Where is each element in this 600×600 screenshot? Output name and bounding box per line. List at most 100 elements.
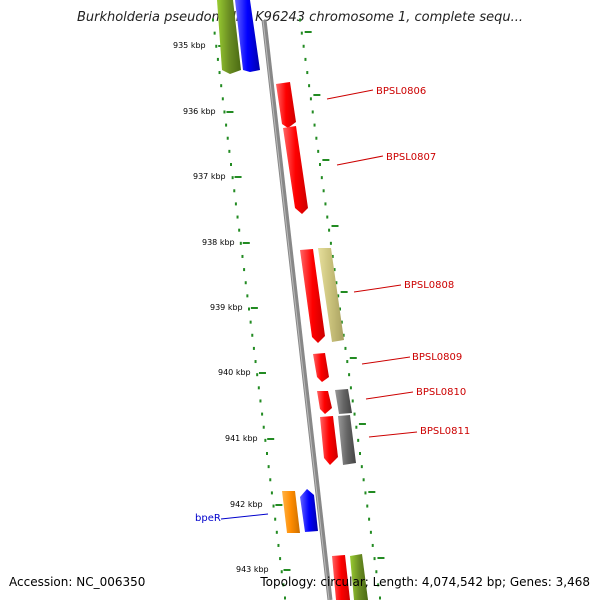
rail-dot (309, 97, 312, 101)
tick-label: 943 kbp (236, 565, 269, 574)
gene-label-group: BPSL0806 BPSL0807 BPSL0808 BPSL0809 BPSL… (195, 86, 470, 524)
rail-dot (270, 491, 273, 495)
gene-bpsl0811-red[interactable] (320, 416, 338, 465)
tick-dash (250, 307, 258, 309)
rail-dot (349, 386, 352, 390)
tick-label: 936 kbp (183, 107, 216, 116)
tick-dash (349, 357, 357, 359)
tick-dash (358, 423, 366, 425)
gene-bpsl0809[interactable] (313, 353, 329, 382)
rail-dot (333, 268, 336, 272)
tick-dash (275, 504, 283, 506)
gene-bpsl0811-gray[interactable] (338, 415, 356, 465)
tick-dash (331, 225, 339, 227)
rail-dot (364, 491, 367, 495)
tick-dash (377, 557, 385, 559)
gene-bpsl0807[interactable] (283, 126, 308, 214)
tick-dash (313, 94, 321, 96)
rail-dot (359, 452, 361, 455)
rail-dot (304, 57, 307, 61)
map-title: Burkholderia pseudomallei K96243 chromos… (76, 10, 524, 25)
rail-dot (335, 281, 338, 285)
rail-dot (300, 31, 303, 35)
rail-dot (319, 163, 321, 166)
rail-dot (379, 596, 381, 600)
rail-dot (353, 412, 356, 416)
rail-dot (366, 504, 369, 508)
rail-dot (218, 71, 221, 75)
rail-dot (220, 84, 223, 88)
gene-bper-blue[interactable] (300, 489, 318, 532)
rail-dot (274, 517, 277, 521)
gene-label-bper[interactable]: bpeR (195, 513, 221, 524)
rail-dot (324, 202, 327, 206)
tick-dash (340, 291, 348, 293)
rail-dot (351, 399, 354, 403)
rail-dot (216, 57, 219, 61)
chromosome-backbone (261, 19, 333, 600)
accession-text: Accession: NC_006350 (9, 575, 146, 589)
gene-label-bpsl0807[interactable]: BPSL0807 (386, 152, 436, 163)
rail-dot (246, 294, 249, 298)
rail-dot (368, 517, 371, 521)
rail-dot (264, 438, 267, 442)
chromosome-backbone-highlight (262, 19, 330, 600)
rail-dot (261, 412, 264, 416)
rail-dot (340, 320, 343, 324)
rail-dot (223, 110, 226, 114)
rail-dot (275, 530, 278, 534)
gene-green-top[interactable] (217, 0, 241, 74)
rail-dot (277, 543, 280, 547)
gene-label-bpsl0808[interactable]: BPSL0808 (404, 280, 454, 291)
rail-dot (329, 241, 332, 245)
tick-label: 942 kbp (230, 500, 263, 509)
rail-dot (348, 373, 351, 377)
rail-dot (244, 281, 247, 285)
gene-bper-orange[interactable] (282, 491, 300, 533)
rail-dot (252, 346, 255, 350)
rail-dot (284, 596, 286, 600)
gene-label-bpsl0811[interactable]: BPSL0811 (420, 426, 470, 437)
rail-dot (302, 44, 305, 48)
tick-label: 941 kbp (225, 434, 258, 443)
tick-dash (283, 569, 291, 571)
tick-labels: 935 kbp 936 kbp 937 kbp 938 kbp 939 kbp … (173, 41, 269, 574)
rail-dot (279, 557, 282, 561)
rail-dot (266, 452, 268, 455)
rail-dot (272, 504, 275, 508)
gene-bpsl0810-red[interactable] (317, 391, 332, 414)
rail-dot (215, 44, 218, 48)
gene-label-bpsl0810[interactable]: BPSL0810 (416, 387, 466, 398)
rail-dot (238, 228, 241, 232)
tick-label: 937 kbp (193, 172, 226, 181)
rail-dot (315, 136, 318, 140)
rail-dot (326, 215, 329, 219)
gene-blue-top[interactable] (235, 0, 260, 72)
label-leaders (220, 89, 418, 520)
rail-dot (249, 320, 252, 324)
gene-bpsl0806[interactable] (276, 82, 296, 128)
rail-dot (228, 149, 231, 153)
rail-dot (239, 241, 242, 245)
rail-dot (313, 123, 316, 127)
tick-dash (267, 438, 275, 440)
gene-red-bottom[interactable] (332, 555, 350, 600)
rail-dot (269, 478, 272, 482)
gene-green-bottom[interactable] (350, 554, 368, 600)
rail-dot (337, 294, 340, 298)
rail-dot (317, 149, 320, 153)
rail-dot (299, 18, 301, 22)
gene-bpsl0808-khaki[interactable] (318, 248, 344, 342)
rail-dot (322, 189, 325, 193)
rail-dot (369, 530, 372, 534)
rail-dot (212, 18, 214, 22)
rail-dot (362, 478, 365, 482)
gene-label-bpsl0806[interactable]: BPSL0806 (376, 86, 426, 97)
rail-dot (231, 176, 234, 180)
gene-bpsl0808-red[interactable] (300, 249, 325, 343)
gene-label-bpsl0809[interactable]: BPSL0809 (412, 352, 462, 363)
rail-dot (256, 373, 259, 377)
tick-dash (242, 242, 250, 244)
gene-bpsl0810-gray[interactable] (335, 389, 352, 414)
